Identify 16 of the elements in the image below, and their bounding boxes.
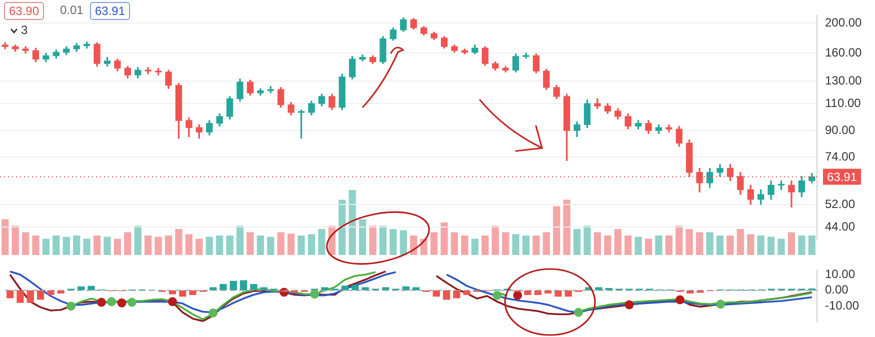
y-tick-label: 44.00 <box>825 219 856 234</box>
annotation: 3 <box>21 23 28 37</box>
y-tick-label: 52.00 <box>825 196 856 211</box>
y-tick-label: 160.00 <box>825 45 862 60</box>
y-tick-label: 200.00 <box>825 15 862 30</box>
annotation: 63.91 <box>90 2 130 20</box>
y-tick-label: 90.00 <box>825 122 856 137</box>
ref-line-label: 63.91 <box>827 170 858 184</box>
y-tick-label: 110.00 <box>825 96 862 110</box>
y-tick-label: 130.00 <box>825 73 862 88</box>
y-tick-label: -10.00 <box>825 298 860 312</box>
y-tick-label: 10.00 <box>825 266 856 281</box>
y-tick-label: 0.00 <box>825 282 849 297</box>
annotation: 0.01 <box>59 2 84 18</box>
annotation: 63.90 <box>4 2 44 20</box>
y-tick-label: 74.00 <box>825 149 856 164</box>
